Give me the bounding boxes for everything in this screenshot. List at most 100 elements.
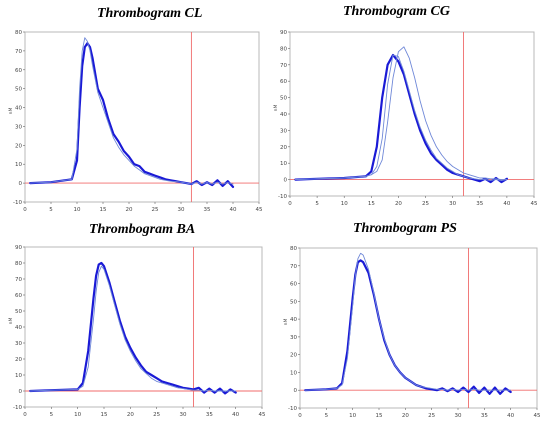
y-tick-label: 80 [280,46,287,52]
plot-frame [24,246,263,408]
x-tick-label: 15 [100,207,107,213]
x-tick-label: 5 [325,413,329,419]
x-tick-label: 30 [180,412,187,418]
series-line-replicate [29,37,234,185]
chart-ba: -10 0 10 20 30 40 50 60 70 80 90 0 5 10 15 20 25 30 35 40 45… [5,243,270,421]
y-axis-label: nM [283,319,289,326]
y-tick-label: 30 [15,124,22,130]
x-tick-label: 35 [204,207,211,213]
plot-frame [299,247,538,409]
y-tick-label: 40 [280,112,287,118]
series-line-replicate [294,54,508,181]
x-tick-label: 45 [534,413,541,419]
y-tick-label: 20 [290,353,297,359]
x-tick-label: 30 [178,207,185,213]
y-tick-label: 60 [15,68,22,74]
x-tick-label: 20 [127,412,134,418]
y-tick-label: 30 [15,341,22,347]
y-tick-label: 80 [15,30,22,36]
y-axis-label: nM [8,108,14,115]
chart-cl: -10 0 10 20 30 40 50 60 70 80 0 5 10 15 20 25 30 35 40 45 nM [5,28,267,216]
x-tick-label: 25 [422,201,429,207]
y-tick-label: 50 [15,87,22,93]
y-tick-label: -10 [278,194,287,200]
y-tick-label: -10 [288,406,297,412]
x-tick-label: 20 [395,201,402,207]
x-tick-label: 0 [23,412,27,418]
y-tick-label: 20 [15,143,22,149]
chart-title-ps: Thrombogram PS [353,221,457,236]
x-tick-label: 40 [503,201,510,207]
x-tick-label: 45 [259,412,266,418]
x-tick-label: 35 [481,413,488,419]
y-tick-label: -10 [13,405,22,411]
y-tick-label: 40 [290,317,297,323]
x-tick-label: 15 [376,413,383,419]
series-line-replicate [29,265,237,392]
chart-title-ba: Thrombogram BA [89,222,196,237]
y-tick-label: 30 [280,128,287,134]
y-tick-label: 90 [280,30,287,36]
series-line-main [29,42,235,188]
x-tick-label: 10 [74,207,81,213]
y-tick-label: 20 [280,145,287,151]
x-tick-label: 25 [428,413,435,419]
y-tick-label: 20 [15,357,22,363]
y-tick-label: 50 [290,299,297,305]
y-tick-label: 10 [280,161,287,167]
x-tick-label: 40 [232,412,239,418]
x-tick-label: 30 [449,201,456,207]
x-tick-label: 35 [206,412,213,418]
x-tick-label: 20 [126,207,133,213]
x-tick-label: 25 [153,412,160,418]
y-tick-label: 30 [290,335,297,341]
y-tick-label: -10 [13,200,22,206]
y-tick-label: 0 [19,389,23,395]
chart-cg: -10 0 10 20 30 40 50 60 70 80 90 0 5 10 15 20 25 30 35 40 45… [270,28,542,210]
y-axis-label: nM [273,105,279,112]
y-tick-label: 60 [280,79,287,85]
x-tick-label: 45 [531,201,538,207]
x-tick-label: 30 [455,413,462,419]
y-tick-label: 90 [15,245,22,251]
x-tick-label: 5 [315,201,319,207]
x-tick-label: 10 [74,412,81,418]
x-tick-label: 10 [341,201,348,207]
series-line-main [294,53,508,184]
x-tick-label: 40 [230,207,237,213]
y-tick-label: 80 [290,246,297,252]
x-tick-label: 10 [349,413,356,419]
y-axis-label: nM [8,318,14,325]
series-line-replicate [294,46,508,181]
y-tick-label: 10 [15,162,22,168]
y-tick-label: 70 [15,277,22,283]
y-tick-label: 40 [15,325,22,331]
x-tick-label: 0 [298,413,302,419]
y-tick-label: 60 [15,293,22,299]
x-tick-label: 5 [49,207,53,213]
chart-title-cl: Thrombogram CL [97,6,203,21]
y-tick-label: 0 [19,181,23,187]
series-line-main [29,261,237,395]
y-tick-label: 10 [290,370,297,376]
chart-title-cg: Thrombogram CG [343,4,450,19]
x-tick-label: 45 [256,207,263,213]
series-line-replicate [304,252,512,391]
x-tick-label: 0 [23,207,27,213]
y-tick-label: 10 [15,373,22,379]
y-tick-label: 70 [15,49,22,55]
y-tick-label: 50 [280,96,287,102]
x-tick-label: 0 [288,201,292,207]
y-tick-label: 70 [290,264,297,270]
y-tick-label: 0 [294,388,298,394]
y-tick-label: 0 [284,178,288,184]
y-tick-label: 60 [290,282,297,288]
x-tick-label: 15 [101,412,108,418]
y-tick-label: 70 [280,63,287,69]
x-tick-label: 35 [476,201,483,207]
y-tick-label: 80 [15,261,22,267]
